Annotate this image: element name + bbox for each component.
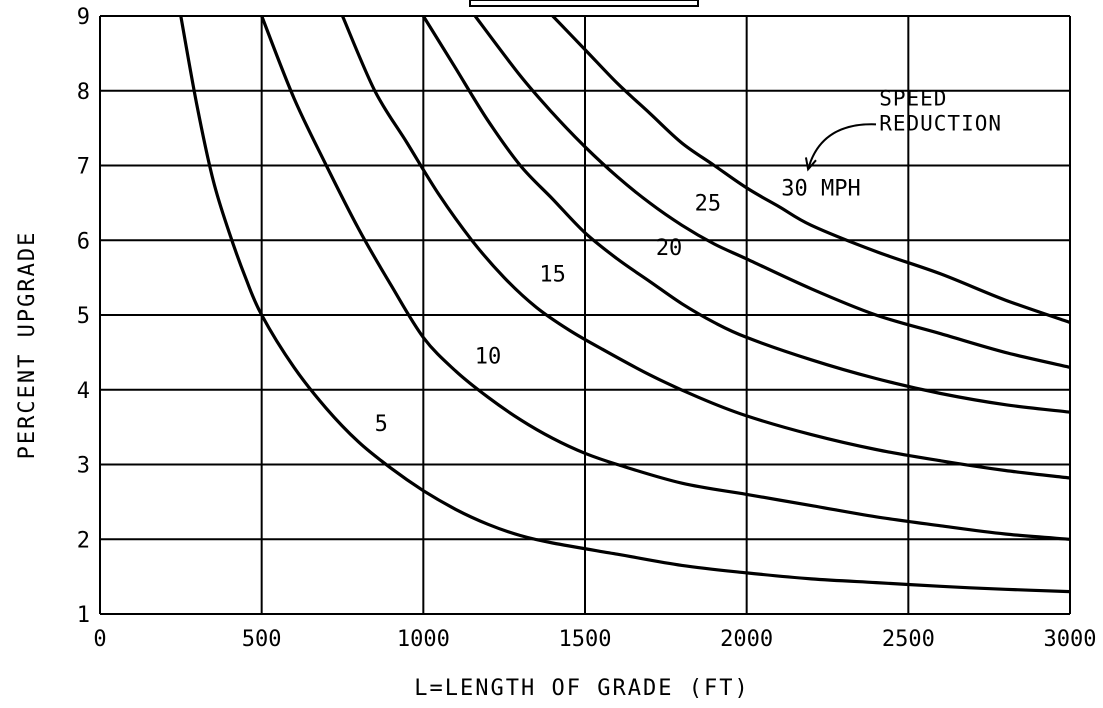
curve-series-25 bbox=[473, 15, 1071, 369]
y-tick-label: 5 bbox=[77, 304, 90, 329]
curves bbox=[179, 14, 1071, 594]
curve-label: 25 bbox=[695, 191, 722, 216]
y-tick-label: 1 bbox=[77, 603, 90, 628]
x-tick-label: 2000 bbox=[720, 627, 773, 652]
y-tick-label: 8 bbox=[77, 80, 90, 105]
curve-series-10 bbox=[260, 15, 1071, 541]
curve-series-15 bbox=[341, 15, 1071, 480]
curve-series-5 bbox=[179, 15, 1071, 594]
y-axis-title: PERCENT UPGRADE bbox=[15, 231, 40, 460]
annotation-text: SPEED bbox=[879, 87, 947, 111]
x-tick-label: 1500 bbox=[559, 627, 612, 652]
x-axis-title: L=LENGTH OF GRADE (FT) bbox=[414, 676, 749, 701]
x-tick-label: 500 bbox=[242, 627, 282, 652]
title-box-fragment bbox=[469, 0, 699, 7]
y-tick-label: 2 bbox=[77, 528, 90, 553]
curve-labels: 5 10 15 20 25 30 MPH bbox=[375, 176, 861, 436]
x-tick-label: 0 bbox=[93, 627, 106, 652]
curve-label: 5 bbox=[375, 412, 388, 437]
curve-series-20 bbox=[421, 15, 1071, 414]
arrowhead-icon bbox=[804, 157, 817, 172]
y-tick-label: 6 bbox=[77, 229, 90, 254]
y-tick-label: 4 bbox=[77, 379, 90, 404]
curve-series-30-mph bbox=[551, 14, 1071, 325]
curve-label: 20 bbox=[656, 236, 683, 261]
y-tick-label: 7 bbox=[77, 155, 90, 180]
x-tick-label: 3000 bbox=[1044, 627, 1097, 652]
x-tick-label: 2500 bbox=[882, 627, 935, 652]
y-tick-label: 3 bbox=[77, 454, 90, 479]
tick-labels: 0 500 1000 1500 2000 2500 3000 1 2 3 4 5 6 7 8 9 bbox=[77, 5, 1097, 652]
x-tick-label: 1000 bbox=[397, 627, 450, 652]
curve-label: 15 bbox=[539, 262, 566, 287]
curve-label: 30 MPH bbox=[781, 176, 860, 201]
y-tick-label: 9 bbox=[77, 5, 90, 30]
annotation-text: REDUCTION bbox=[879, 112, 1002, 136]
curve-label: 10 bbox=[475, 345, 502, 370]
annotation-arrow bbox=[807, 123, 877, 170]
